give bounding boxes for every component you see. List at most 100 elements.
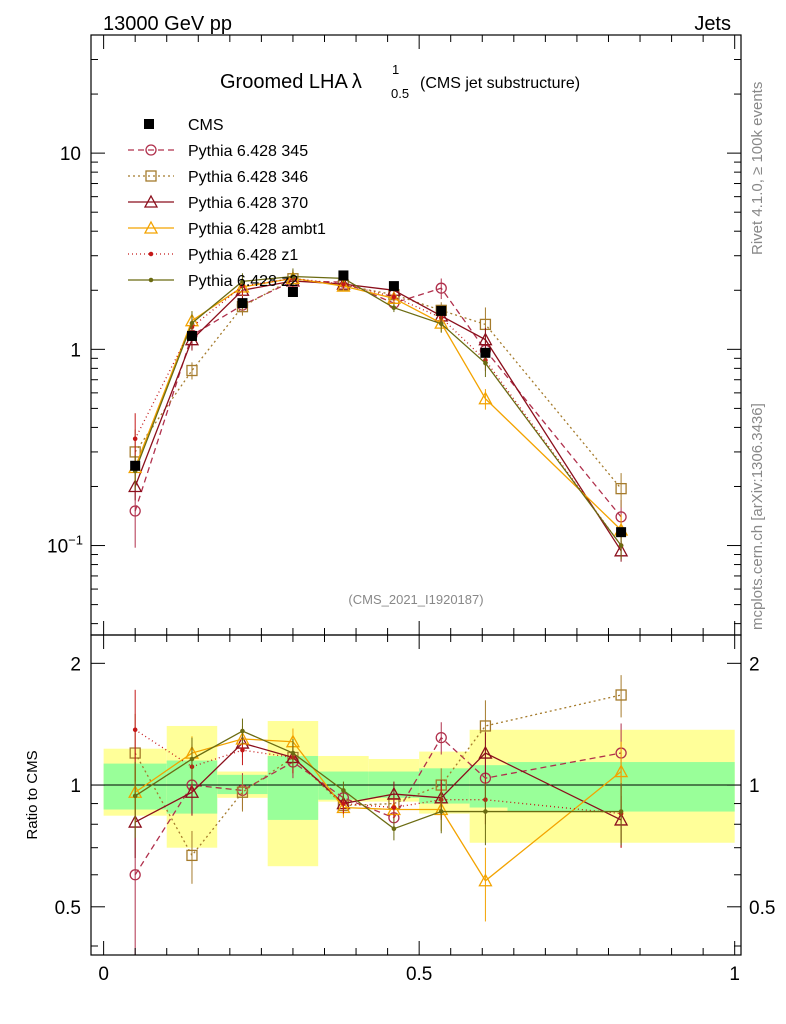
data-point xyxy=(186,330,197,341)
series-ratio-point xyxy=(435,731,447,744)
ratio-panel xyxy=(91,675,741,955)
series-point xyxy=(132,436,138,442)
plot-title: Groomed LHA λ xyxy=(220,71,362,93)
data-point xyxy=(480,347,491,358)
series-point xyxy=(240,279,245,284)
legend-item: Pythia 6.428 z1 xyxy=(128,247,298,264)
series-ratio-point xyxy=(184,784,200,798)
data-point xyxy=(287,286,298,297)
series-point xyxy=(189,320,195,326)
series-ratio-point xyxy=(615,689,627,701)
observable-category: Jets xyxy=(694,13,731,35)
legend-item: Pythia 6.428 345 xyxy=(128,143,308,160)
xtick-label: 0 xyxy=(98,964,109,985)
legend-marker-cms xyxy=(144,119,154,129)
series-point xyxy=(290,274,296,279)
main-ytick-label: 10−1 xyxy=(47,533,83,558)
xtick-label: 0.5 xyxy=(406,964,432,985)
series-point xyxy=(391,305,397,311)
series-ratio-point xyxy=(236,786,249,798)
xtick-label: 1 xyxy=(729,964,740,985)
series-ratio-point xyxy=(483,809,488,814)
main-panel xyxy=(128,268,629,562)
legend-item: Pythia 6.428 370 xyxy=(128,194,308,212)
legend-label-cms: CMS xyxy=(188,117,224,134)
legend-item: Pythia 6.428 346 xyxy=(128,169,308,186)
legend-marker xyxy=(148,251,154,257)
series-ratio-point xyxy=(391,826,397,831)
title-note: (CMS jet substructure) xyxy=(420,75,580,92)
series-ratio-point xyxy=(132,727,138,733)
legend-marker xyxy=(143,220,159,234)
series-ratio-point xyxy=(290,750,296,756)
ratio-ytick-label-right: 2 xyxy=(749,654,760,675)
series-point xyxy=(128,479,143,493)
series-line xyxy=(134,277,622,546)
series-point xyxy=(336,278,351,292)
data-point xyxy=(616,527,627,538)
series-ratio-point xyxy=(240,747,245,753)
series-ratio-point xyxy=(391,805,397,810)
series-point xyxy=(186,364,198,377)
data-point xyxy=(436,305,447,316)
title-lambda: λ xyxy=(352,71,362,93)
title-superscript: 1 xyxy=(392,62,399,77)
ratio-ytick-label: 0.5 xyxy=(55,898,81,919)
series-ratio-point xyxy=(129,869,141,881)
legend-item: Pythia 6.428 ambt1 xyxy=(128,220,326,238)
series-ratio-point xyxy=(479,720,492,732)
series-ratio-point xyxy=(132,793,138,799)
series-ratio-point xyxy=(341,788,346,793)
data-point xyxy=(388,281,399,292)
legend-marker xyxy=(143,194,159,208)
axes: 10 1 10−1 0.5 0.5 1 1 2 2 0 0.5 1 xyxy=(47,34,775,985)
legend-item-cms: CMS xyxy=(144,117,224,134)
series-point xyxy=(341,281,346,287)
series-ratio-point xyxy=(341,801,346,806)
rivet-label: Rivet 4.1.0, ≥ 100k events xyxy=(749,82,766,255)
series-point xyxy=(615,482,627,495)
data-point xyxy=(130,460,141,471)
legend-label: Pythia 6.428 370 xyxy=(188,195,308,212)
series-ratio-point xyxy=(618,809,624,814)
series-point xyxy=(435,282,447,294)
analysis-id: (CMS_2021_I1920187) xyxy=(348,592,483,607)
series-point xyxy=(129,505,141,517)
series-point xyxy=(483,360,488,366)
legend-marker xyxy=(145,144,157,156)
ratio-ytick-label: 2 xyxy=(70,654,81,675)
series-line xyxy=(134,275,622,546)
title-main: Groomed LHA xyxy=(220,71,348,93)
ratio-ytick-label: 1 xyxy=(70,776,81,797)
data-point xyxy=(338,270,349,281)
legend-label: Pythia 6.428 ambt1 xyxy=(188,221,326,238)
series-ratio-point xyxy=(186,849,198,862)
legend-marker xyxy=(148,277,154,283)
series-ratio-point xyxy=(478,873,493,887)
series-ratio-point xyxy=(189,756,195,762)
main-ytick-label: 10 xyxy=(60,144,81,165)
series-line xyxy=(134,278,622,490)
series-point xyxy=(438,321,444,327)
ratio-ytick-label-right: 0.5 xyxy=(749,898,775,919)
ratio-ylabel: Ratio to CMS xyxy=(24,750,41,839)
main-ytick-label: 1 xyxy=(70,340,81,361)
ratio-frame xyxy=(90,634,742,956)
legend-label: Pythia 6.428 z2 xyxy=(188,273,298,290)
legend-item: Pythia 6.428 z2 xyxy=(128,273,298,290)
series-line xyxy=(134,280,622,518)
series-point xyxy=(618,543,624,548)
legend: CMS Pythia 6.428 345 Pythia 6.428 346 Pythi… xyxy=(128,117,326,290)
source-label: mcplots.cern.ch [arXiv:1306.3436] xyxy=(749,403,766,630)
collision-label: 13000 GeV pp xyxy=(103,13,232,35)
legend-label: Pythia 6.428 z1 xyxy=(188,247,298,264)
ratio-ytick-label-right: 1 xyxy=(749,776,760,797)
legend-marker xyxy=(145,170,157,182)
series-ratio-point xyxy=(438,809,444,814)
series-ratio-point xyxy=(240,728,245,734)
title-subscript: 0.5 xyxy=(391,86,409,101)
data-point xyxy=(237,298,248,309)
ratio-band-inner xyxy=(469,765,508,808)
legend-label: Pythia 6.428 346 xyxy=(188,169,308,186)
